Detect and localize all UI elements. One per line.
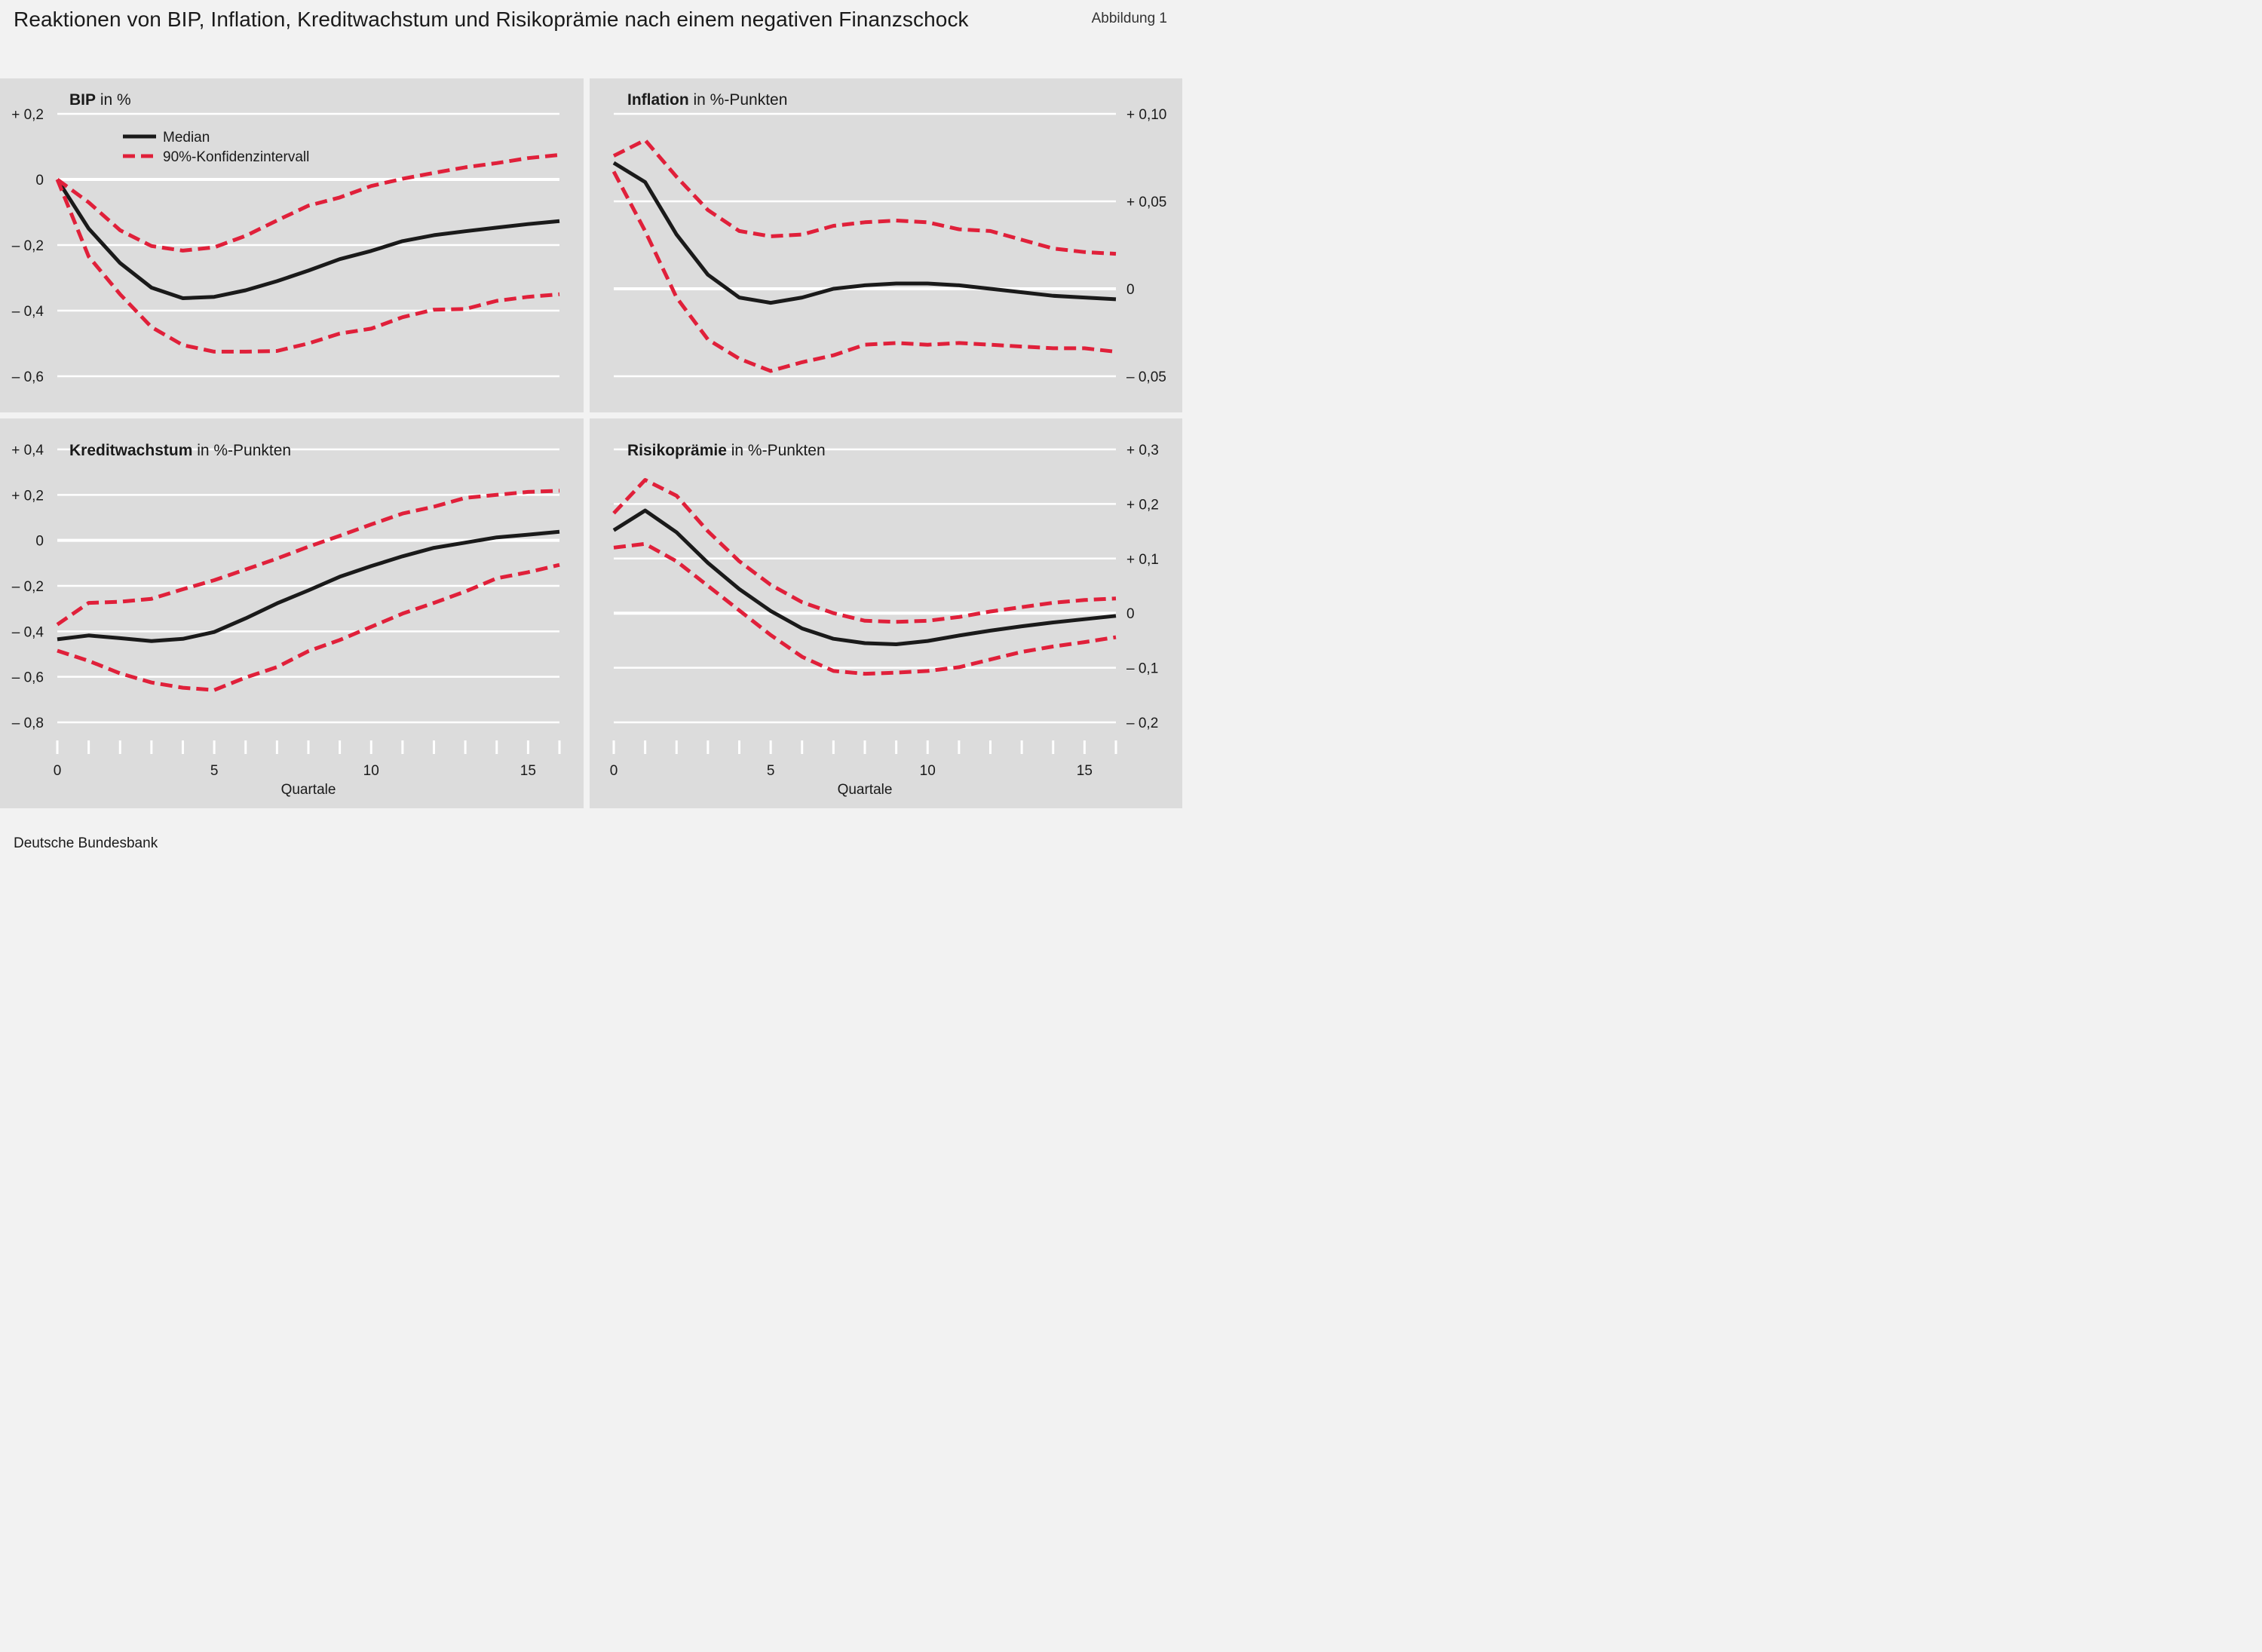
panel-title-unit: in %-Punkten [689, 91, 788, 109]
y-tick-label: + 0,2 [1126, 497, 1159, 513]
y-tick-label: + 0,3 [1126, 443, 1159, 458]
panel-title-unit: in % [96, 91, 131, 109]
panel-title: Kreditwachstum in %-Punkten [69, 442, 291, 459]
legend-median-label: Median [163, 130, 210, 146]
series-median-line [55, 178, 560, 300]
series-ci-upper-line [612, 138, 1117, 256]
series-median-line [57, 529, 560, 643]
x-tick-label: 15 [520, 763, 536, 779]
panel-title: Inflation in %-Punkten [627, 91, 787, 109]
chart-inflation: + 0,10 + 0,05 0 – 0,05 Inflation in %-Punkte… [611, 91, 1166, 385]
panel-title-bold: Inflation [627, 91, 689, 109]
y-tick-label: 0 [35, 534, 44, 550]
source-note: Deutsche Bundesbank [14, 835, 158, 851]
y-tick-label: – 0,1 [1126, 661, 1158, 677]
y-tick-label: + 0,4 [11, 443, 44, 458]
chart-risikopraemie: + 0,3 + 0,2 + 0,1 0 – 0,1 – 0,2 Risikoprämie i… [610, 442, 1159, 798]
y-tick-label: – 0,05 [1126, 369, 1166, 385]
panel-title-bold: Kreditwachstum [69, 442, 192, 459]
panel-title-unit: in %-Punkten [192, 442, 291, 459]
series-ci-upper-line [612, 478, 1117, 624]
y-tick-label: – 0,2 [12, 238, 44, 254]
y-tick-label: – 0,2 [12, 579, 44, 595]
series-median-line [612, 161, 1117, 305]
series-median-line [612, 508, 1117, 646]
panel-title-bold: BIP [69, 91, 96, 109]
x-axis-label: Quartale [838, 782, 893, 798]
y-tick-label: – 0,4 [12, 304, 44, 320]
x-tick-label: 5 [767, 763, 775, 779]
y-tick-label: – 0,6 [12, 369, 44, 385]
legend-ci-label: 90%-Konfidenzintervall [163, 149, 309, 165]
panel-title: BIP in % [69, 91, 131, 109]
panel-inflation: + 0,10 + 0,05 0 – 0,05 Inflation in %-Punkte… [590, 78, 1182, 412]
y-tick-label: 0 [1126, 606, 1135, 622]
panel-title: Risikoprämie in %-Punkten [627, 442, 826, 459]
panel-title-unit: in %-Punkten [727, 442, 826, 459]
y-tick-label: + 0,2 [11, 488, 44, 504]
panel-kreditwachstum: + 0,4 + 0,2 0 – 0,2 – 0,4 – 0,6 – 0,8 Kreditwac… [0, 418, 584, 808]
series-ci-upper-line [56, 489, 560, 627]
x-tick-label: 0 [610, 763, 618, 779]
y-tick-label: 0 [35, 173, 44, 188]
figure-title: Reaktionen von BIP, Inflation, Kreditwac… [14, 8, 969, 31]
y-tick-label: 0 [1126, 282, 1135, 298]
x-axis-label: Quartale [281, 782, 336, 798]
y-tick-label: + 0,10 [1126, 107, 1166, 123]
series-ci-lower-line [611, 170, 1117, 373]
x-tick-label: 10 [363, 763, 379, 779]
chart-kreditwachstum: + 0,4 + 0,2 0 – 0,2 – 0,4 – 0,6 – 0,8 Kreditwac… [11, 442, 561, 798]
x-tick-label: 10 [920, 763, 936, 779]
panel-bip: + 0,2 0 – 0,2 – 0,4 – 0,6 BIP in % Median 90%-K… [0, 78, 584, 412]
y-tick-label: – 0,4 [12, 624, 44, 640]
panel-risikopraemie: + 0,3 + 0,2 + 0,1 0 – 0,1 – 0,2 Risikoprämie i… [590, 418, 1182, 808]
y-tick-label: + 0,2 [11, 107, 44, 123]
x-tick-label: 5 [210, 763, 219, 779]
figure-header: Reaktionen von BIP, Inflation, Kreditwac… [0, 0, 1182, 75]
series-ci-lower-line [57, 562, 560, 692]
y-tick-label: – 0,6 [12, 670, 44, 686]
chart-bip: + 0,2 0 – 0,2 – 0,4 – 0,6 BIP in % Median 90%-K… [11, 91, 560, 385]
y-tick-label: + 0,05 [1126, 195, 1166, 210]
x-tick-label: 15 [1077, 763, 1093, 779]
series-ci-upper-line [56, 152, 560, 253]
series-ci-lower-line [613, 541, 1117, 676]
y-tick-label: – 0,8 [12, 716, 44, 731]
y-tick-label: + 0,1 [1126, 552, 1159, 568]
y-tick-label: – 0,2 [1126, 716, 1158, 731]
series-ci-lower-line [55, 179, 560, 354]
x-tick-label: 0 [54, 763, 62, 779]
figure-number: Abbildung 1 [1091, 11, 1167, 26]
panel-title-bold: Risikoprämie [627, 442, 727, 459]
